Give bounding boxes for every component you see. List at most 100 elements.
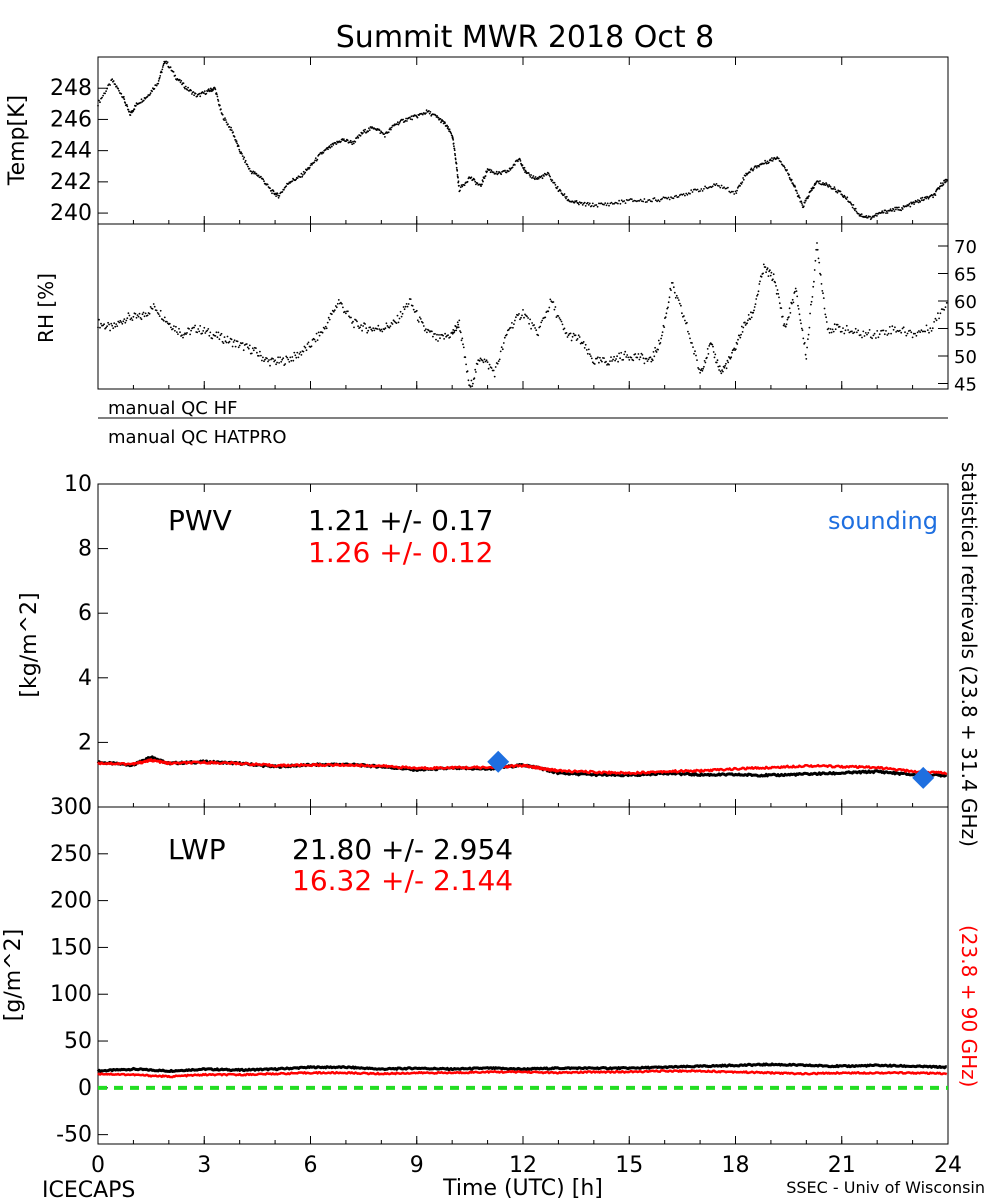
rh-point: [351, 322, 353, 324]
rh-point: [250, 352, 253, 355]
temperature-point: [203, 90, 206, 92]
rh-point: [340, 301, 342, 304]
temperature-point: [611, 203, 614, 205]
temperature-point: [586, 201, 589, 204]
rh-point: [148, 312, 151, 315]
temperature-point: [452, 139, 455, 141]
temperature-point: [845, 198, 848, 201]
temperature-point: [206, 90, 209, 93]
rh-point: [760, 275, 763, 278]
rh-point: [326, 321, 329, 324]
temperature-point: [349, 139, 352, 142]
rh-point: [419, 318, 422, 320]
temperature-point: [303, 172, 306, 175]
temperature-point: [537, 177, 540, 180]
rh-point: [572, 332, 575, 335]
temperature-point: [302, 174, 304, 176]
temperature-point: [332, 144, 335, 146]
temperature-point: [795, 190, 798, 192]
rh-point: [401, 312, 404, 315]
rh-point: [649, 356, 652, 359]
rh-point: [747, 314, 750, 316]
rh-point: [444, 332, 446, 335]
rh-point: [108, 323, 110, 326]
temperature-point: [243, 156, 246, 159]
rh-point: [828, 331, 831, 334]
rh-point: [578, 336, 581, 338]
rh-point: [627, 356, 630, 359]
rh-point: [560, 320, 563, 323]
temperature-point: [313, 161, 316, 164]
temperature-point: [220, 108, 222, 110]
rh-point: [756, 293, 759, 296]
rh-point: [291, 356, 294, 358]
temperature-point: [797, 194, 800, 197]
temperature-point: [854, 207, 857, 210]
rh-point: [547, 310, 550, 313]
rh-point: [819, 274, 822, 276]
temperature-point: [453, 147, 456, 150]
rh-point: [752, 311, 755, 314]
temperature-point: [416, 116, 419, 119]
temperature-point: [771, 157, 773, 159]
rh-point: [456, 321, 459, 324]
rh-point: [567, 334, 570, 337]
rh-point: [807, 333, 810, 336]
temperature-point: [523, 166, 526, 169]
rh-point: [643, 362, 646, 365]
rh-point: [347, 310, 349, 313]
temperature-point: [741, 181, 744, 184]
rh-point: [797, 304, 799, 307]
rh-point: [581, 342, 584, 345]
temperature-point: [253, 171, 256, 174]
temperature-point: [725, 187, 728, 190]
temperature-point: [505, 171, 508, 174]
rh-point: [336, 302, 339, 305]
temperature-point: [686, 193, 689, 196]
rh-point: [854, 327, 857, 330]
temperature-point: [604, 202, 607, 205]
temperature-point: [466, 180, 469, 183]
rh-point: [170, 326, 172, 329]
y-tick-label: -50: [56, 1123, 92, 1148]
rh-point: [909, 329, 911, 332]
temperature-point: [606, 202, 609, 205]
rh-point: [887, 332, 890, 335]
rh-point: [313, 338, 316, 341]
rh-point: [110, 322, 113, 325]
temperature-point: [330, 143, 332, 146]
temperature-point: [825, 183, 828, 186]
rh-point: [273, 360, 275, 363]
rh-point: [130, 317, 133, 320]
rh-point: [422, 325, 425, 327]
temperature-point: [673, 195, 676, 198]
temperature-point: [237, 145, 240, 148]
temperature-point: [927, 197, 930, 200]
temperature-point: [352, 142, 355, 145]
temperature-point: [299, 176, 302, 179]
rh-point: [691, 342, 693, 344]
rh-point: [762, 272, 764, 275]
temperature-point: [440, 121, 442, 124]
rh-point: [293, 351, 296, 354]
rh-point: [436, 333, 438, 336]
rh-point: [487, 367, 490, 370]
rh-point: [316, 339, 319, 341]
temperature-point: [543, 175, 545, 177]
temperature-point: [916, 201, 918, 203]
temperature-point: [428, 110, 430, 112]
temperature-point: [851, 204, 853, 206]
rh-point: [127, 312, 130, 315]
rh-point: [812, 285, 815, 288]
rh-point: [816, 248, 819, 251]
temperature-point: [876, 215, 878, 217]
temperature-point: [755, 166, 758, 169]
rh-point: [935, 319, 938, 322]
temperature-point: [704, 185, 706, 188]
temperature-point: [158, 76, 161, 79]
rh-point: [284, 363, 287, 365]
temperature-point: [752, 169, 754, 172]
rh-point: [925, 324, 928, 327]
rh-point: [151, 308, 154, 310]
temperature-point: [187, 86, 190, 89]
